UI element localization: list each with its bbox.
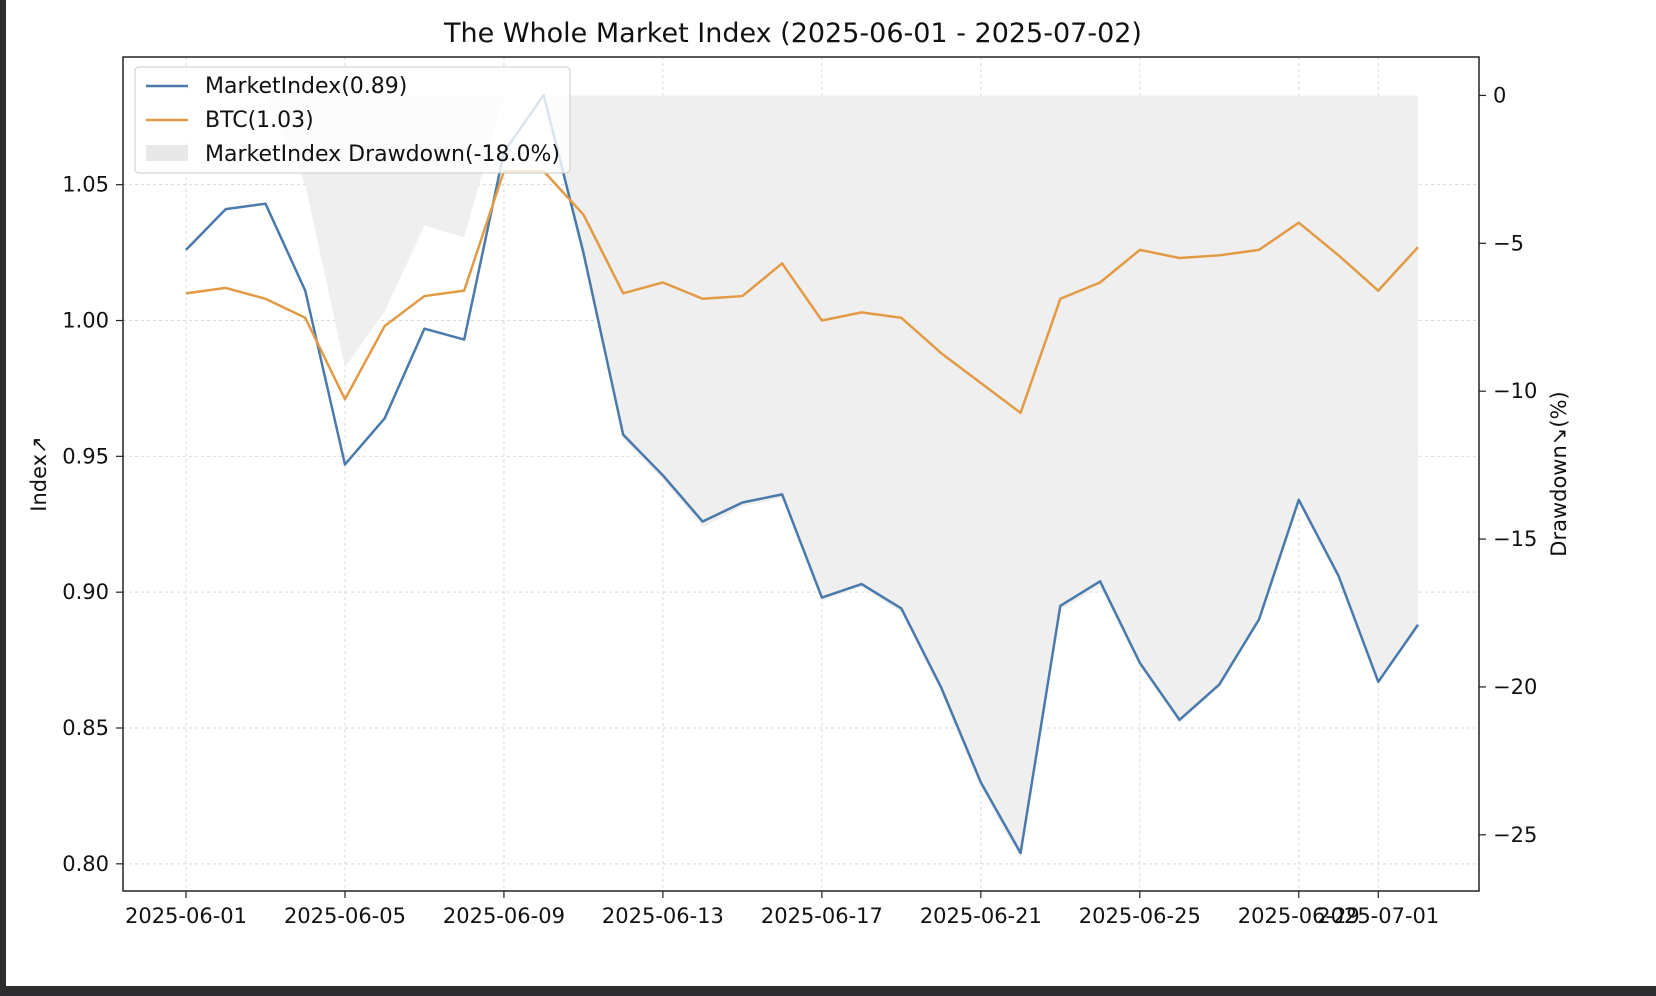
x-tick-label: 2025-06-09 [443,904,565,928]
legend-box [134,66,571,174]
drawdown-area-layer [186,95,1418,859]
legend: MarketIndex(0.89) BTC(1.03) MarketIndex … [134,66,571,174]
x-tick-label: 2025-06-17 [761,904,883,928]
series-line-btc [185,169,1419,415]
series-lines [185,93,1420,855]
legend-swatch-drawdown [146,145,188,161]
y2-axis-label: Drawdown↘(%) [1547,391,1571,556]
y2-tick-label: 0 [1493,83,1506,107]
legend-label-drawdown: MarketIndex Drawdown(-18.0%) [205,142,560,167]
y-tick-label: 0.85 [62,716,109,740]
x-tick-label: 2025-06-01 [125,904,247,928]
y-tick-label: 0.95 [62,444,109,468]
chart-frame: The Whole Market Index (2025-06-01 - 202… [6,0,1656,986]
series-line-marketindex [185,93,1420,855]
x-tick-label: 2025-07-01 [1317,904,1439,928]
y2-tick-label: −10 [1493,379,1537,403]
x-axis-ticks: 2025-06-01 2025-06-05 2025-06-09 2025-06-13… [125,891,1439,928]
x-tick-label: 2025-06-05 [284,904,406,928]
y2-axis-ticks: 0 −5 −10 −15 −20 −25 [1479,83,1537,847]
y-tick-label: 1.00 [62,309,109,333]
drawdown-area [186,95,1418,859]
y2-tick-label: −25 [1493,823,1537,847]
legend-label-btc: BTC(1.03) [205,108,314,133]
y-axis-ticks: 0.80 0.85 0.90 0.95 1.00 1.05 [62,173,123,876]
y2-tick-label: −20 [1493,675,1537,699]
y2-tick-label: −15 [1493,527,1537,551]
x-tick-label: 2025-06-21 [920,904,1042,928]
x-tick-label: 2025-06-25 [1079,904,1201,928]
y-tick-label: 1.05 [62,173,109,197]
y-axis-label: Index↗ [27,436,51,511]
x-tick-label: 2025-06-29 [1238,904,1360,928]
y-tick-label: 0.80 [62,852,109,876]
chart-title: The Whole Market Index (2025-06-01 - 202… [443,18,1142,49]
line-chart: The Whole Market Index (2025-06-01 - 202… [6,0,1656,986]
legend-label-marketindex: MarketIndex(0.89) [205,74,407,99]
y2-tick-label: −5 [1493,231,1524,255]
x-tick-label: 2025-06-13 [602,904,724,928]
plot-frame [122,56,1480,892]
y-tick-label: 0.90 [62,580,109,604]
